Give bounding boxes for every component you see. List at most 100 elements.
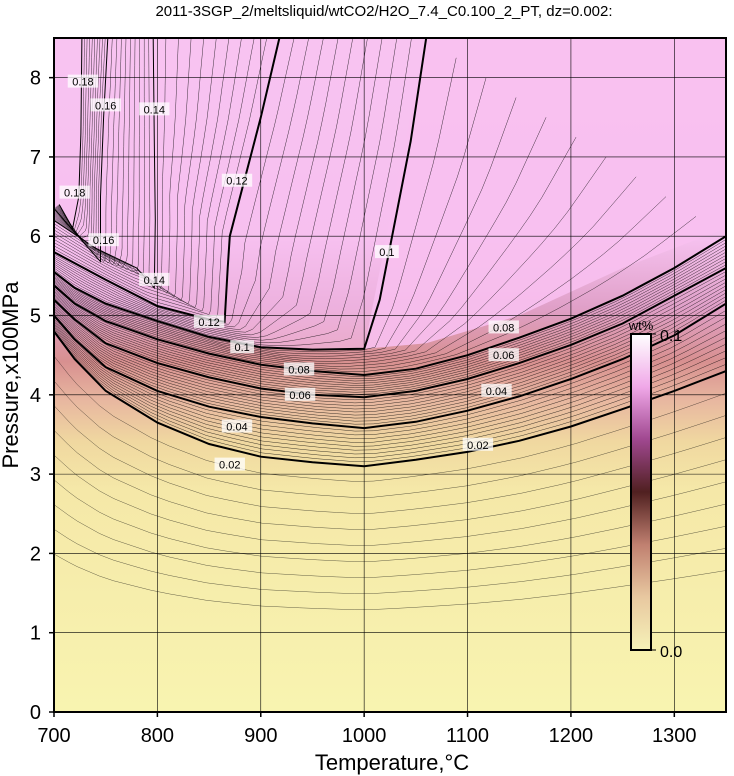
- contour-label: 0.12: [198, 317, 219, 329]
- y-tick-label: 3: [30, 464, 41, 486]
- colorbar-title: wt%: [628, 318, 654, 333]
- contour-label-bg: [462, 437, 494, 451]
- contour-label-bg: [88, 233, 119, 247]
- y-tick-label: 2: [30, 543, 41, 565]
- thin-contour: [54, 405, 726, 514]
- thin-contour: [54, 38, 255, 315]
- thin-contour: [54, 255, 726, 389]
- contour-label-bg: [139, 272, 170, 286]
- colorbar-bar: [630, 333, 652, 651]
- x-tick-label: 1200: [549, 725, 594, 747]
- x-tick-label: 700: [37, 725, 70, 747]
- y-tick-label: 4: [30, 385, 41, 407]
- contour-lines: [54, 38, 726, 468]
- thin-contour: [54, 38, 230, 308]
- thin-contour: [54, 38, 383, 341]
- y-axis: 0 1 2 3 4 5 6 7 8: [30, 68, 54, 724]
- y-tick-label: 1: [30, 623, 41, 645]
- contour-label: 0.02: [467, 440, 488, 452]
- x-tick-label: 800: [141, 725, 174, 747]
- thin-contour: [54, 380, 726, 498]
- thin-contour: [54, 326, 726, 455]
- x-tick-label: 1300: [652, 725, 697, 747]
- thin-contour: [54, 274, 726, 404]
- thin-contour: [54, 328, 726, 459]
- thin-contour: [54, 117, 547, 360]
- contour-line-0.12: [54, 38, 281, 324]
- contour-label: 0.16: [95, 100, 116, 112]
- thin-contour: [54, 38, 354, 336]
- contour-label: 0.14: [144, 275, 165, 287]
- contour-line-0.14: [54, 38, 156, 290]
- contour-label: 0.08: [288, 364, 309, 376]
- thin-contour: [54, 430, 726, 530]
- thin-contour: [54, 323, 726, 447]
- y-axis-label: Pressure,x100MPa: [0, 281, 23, 469]
- contour-line-0.1: [54, 38, 428, 351]
- thin-contour: [54, 320, 726, 439]
- thin-contour: [54, 316, 726, 436]
- thin-contour: [54, 77, 487, 355]
- contour-labels: 0.02 0.02 0.04 0.04 0.06 0.06 0.08 0.08 0.1 0.1 0.…: [59, 74, 519, 472]
- thin-contour: [54, 504, 726, 578]
- thin-contour: [54, 479, 726, 562]
- y-tick-label: 5: [30, 306, 41, 328]
- contour-label-bg: [374, 245, 399, 259]
- thin-contour: [54, 38, 339, 333]
- y-tick-label: 8: [30, 68, 41, 90]
- thin-contour: [54, 38, 324, 330]
- x-tick-label: 1000: [342, 725, 387, 747]
- chart-title: 2011-3SGP_2/meltsliquid/wtCO2/H2O_7.4_C0…: [155, 3, 612, 20]
- thin-contour: [54, 296, 726, 422]
- contour-label-bg: [90, 98, 121, 112]
- thin-contour: [54, 196, 667, 370]
- contour-line-0.06: [54, 267, 726, 399]
- thin-contour: [54, 329, 726, 462]
- thin-contour: [54, 242, 726, 380]
- thin-contour: [54, 251, 726, 386]
- thin-contour: [54, 292, 726, 419]
- y-tick-label: 0: [30, 702, 41, 724]
- contour-line-0.02: [54, 330, 726, 468]
- thin-contour: [54, 324, 726, 451]
- contour-label: 0.18: [64, 188, 85, 200]
- contour-label: 0.1: [235, 342, 250, 354]
- thin-contour: [54, 38, 368, 338]
- contour-label-bg: [139, 102, 170, 116]
- plot-frame: [53, 37, 727, 713]
- thin-contour: [54, 310, 726, 432]
- contour-label: 0.08: [493, 322, 514, 334]
- contour-label-bg: [488, 348, 519, 362]
- contour-label-bg: [283, 362, 315, 376]
- contour-label-bg: [193, 314, 225, 328]
- x-axis: 700 800 900 1000 1100 1200 1300: [37, 712, 697, 747]
- contour-label-bg: [221, 173, 253, 187]
- thin-contour: [54, 271, 726, 401]
- thin-contour: [54, 248, 726, 384]
- thin-contour: [54, 176, 637, 367]
- contour-line-0.04: [54, 302, 726, 430]
- colorbar-min-label: 0.0: [660, 644, 682, 661]
- contour-label-bg: [488, 320, 519, 334]
- thin-contour: [54, 136, 577, 362]
- y-tick-label: 6: [30, 226, 41, 248]
- contour-label-bg: [67, 74, 99, 88]
- contour-label: 0.06: [493, 350, 514, 362]
- thin-contour: [54, 299, 726, 425]
- thin-contour: [54, 57, 457, 352]
- contour-label-bg: [221, 419, 253, 433]
- contour-label: 0.18: [72, 77, 93, 89]
- contour-label: 0.12: [226, 176, 247, 188]
- thin-contour: [54, 38, 412, 346]
- thin-contour: [54, 216, 697, 372]
- thin-contour: [54, 529, 726, 594]
- contour-label: 0.14: [144, 104, 165, 116]
- thin-contour: [54, 258, 726, 391]
- thin-contour: [54, 38, 242, 312]
- thin-contour: [54, 245, 726, 382]
- contour-label: 0.04: [486, 386, 507, 398]
- thin-contour: [54, 38, 309, 328]
- thin-contour: [54, 38, 192, 298]
- contour-label: 0.04: [226, 422, 247, 434]
